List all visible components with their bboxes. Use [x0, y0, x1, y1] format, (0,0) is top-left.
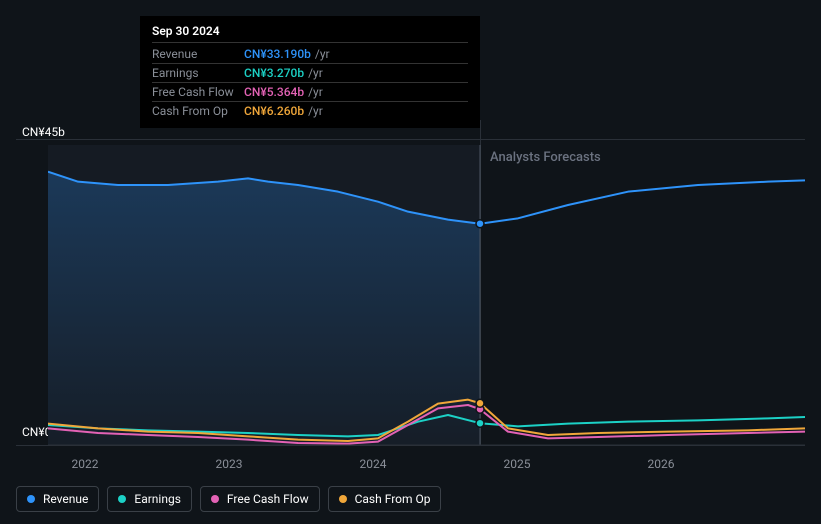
- data-point-marker: [476, 220, 484, 228]
- x-axis-tick-label: 2026: [648, 457, 675, 471]
- y-axis-max-label: CN¥45b: [22, 125, 65, 139]
- tooltip-metric-label: Earnings: [152, 66, 244, 80]
- tooltip-unit: /yr: [315, 47, 330, 61]
- gridline-top: [16, 139, 805, 140]
- legend-color-dot: [211, 495, 219, 503]
- legend-color-dot: [339, 495, 347, 503]
- tooltip-metric-label: Cash From Op: [152, 104, 244, 118]
- tooltip-metric-label: Free Cash Flow: [152, 85, 244, 99]
- gridline-baseline: [16, 445, 805, 446]
- legend-color-dot: [27, 495, 35, 503]
- x-axis-tick-label: 2022: [72, 457, 99, 471]
- legend-label: Revenue: [43, 492, 88, 506]
- tooltip-unit: /yr: [308, 85, 323, 99]
- legend-item[interactable]: Earnings: [107, 486, 192, 512]
- data-point-marker: [476, 399, 484, 407]
- tooltip-row: EarningsCN¥3.270b/yr: [152, 64, 468, 83]
- x-axis-tick-label: 2025: [504, 457, 531, 471]
- tooltip-metric-value: CN¥5.364b: [244, 85, 304, 99]
- legend-label: Cash From Op: [355, 492, 431, 506]
- legend-label: Free Cash Flow: [227, 492, 309, 506]
- data-point-marker: [476, 419, 484, 427]
- legend-item[interactable]: Free Cash Flow: [200, 486, 320, 512]
- x-axis-tick-label: 2024: [360, 457, 387, 471]
- tooltip-metric-value: CN¥3.270b: [244, 66, 304, 80]
- financial-chart[interactable]: [48, 145, 805, 445]
- chart-legend: Revenue Earnings Free Cash Flow Cash From O…: [16, 486, 441, 512]
- tooltip-metric-label: Revenue: [152, 47, 244, 61]
- tooltip-metric-value: CN¥6.260b: [244, 104, 304, 118]
- tooltip-metric-value: CN¥33.190b: [244, 47, 311, 61]
- legend-item[interactable]: Revenue: [16, 486, 99, 512]
- legend-label: Earnings: [134, 492, 181, 506]
- legend-item[interactable]: Cash From Op: [328, 486, 442, 512]
- legend-color-dot: [118, 495, 126, 503]
- tooltip-row: RevenueCN¥33.190b/yr: [152, 45, 468, 64]
- x-axis-tick-label: 2023: [216, 457, 243, 471]
- tooltip-date: Sep 30 2024: [152, 24, 468, 43]
- tooltip-unit: /yr: [308, 66, 323, 80]
- tooltip-unit: /yr: [308, 104, 323, 118]
- chart-tooltip: Sep 30 2024 RevenueCN¥33.190b/yrEarnings…: [140, 16, 480, 128]
- y-axis-min-label: CN¥0: [22, 425, 51, 439]
- tooltip-row: Cash From OpCN¥6.260b/yr: [152, 102, 468, 120]
- tooltip-row: Free Cash FlowCN¥5.364b/yr: [152, 83, 468, 102]
